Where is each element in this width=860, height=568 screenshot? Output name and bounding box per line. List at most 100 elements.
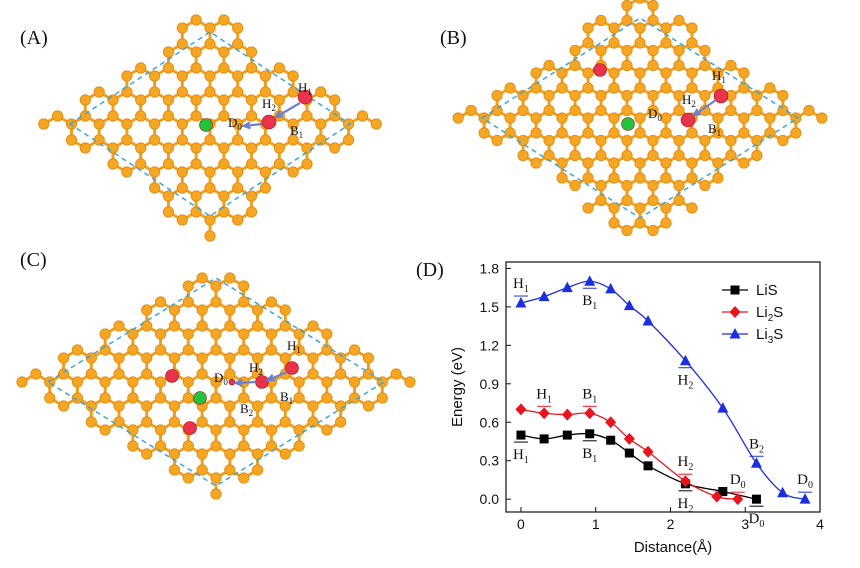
carbon-atom <box>634 0 646 4</box>
carbon-atom <box>182 376 194 388</box>
carbon-atom <box>93 86 105 98</box>
carbon-atom <box>287 134 299 146</box>
carbon-atom <box>127 328 139 340</box>
data-point <box>751 494 761 504</box>
li-atom <box>680 112 696 128</box>
carbon-atom <box>699 149 711 162</box>
carbon-atom <box>595 104 607 117</box>
legend-label: LiS <box>756 282 778 299</box>
carbon-atom <box>182 296 194 308</box>
carbon-atom <box>148 70 161 82</box>
carbon-atom <box>569 89 581 102</box>
carbon-atom <box>647 59 659 72</box>
site-label: B2 <box>240 401 253 418</box>
carbon-atom <box>660 37 672 49</box>
carbon-atom <box>491 104 503 117</box>
carbon-atom <box>259 166 272 178</box>
carbon-atom <box>190 46 202 58</box>
carbon-atom <box>176 182 188 194</box>
carbon-atom <box>647 149 659 162</box>
y-tick-label: 1.8 <box>480 260 500 276</box>
carbon-atom <box>176 118 188 130</box>
carbon-atom <box>245 110 258 122</box>
carbon-atom <box>141 416 153 428</box>
y-tick-label: 0.6 <box>480 414 500 430</box>
carbon-atom <box>301 142 313 154</box>
carbon-atom <box>71 344 84 356</box>
carbon-atom <box>210 440 222 452</box>
carbon-atom <box>725 59 737 72</box>
carbon-atom <box>107 142 119 154</box>
carbon-atom <box>196 320 208 332</box>
carbon-atom <box>608 112 620 124</box>
carbon-atom <box>135 158 147 170</box>
carbon-atom <box>647 44 659 57</box>
data-point <box>750 457 762 468</box>
carbon-atom <box>224 464 236 476</box>
carbon-atom <box>127 424 139 436</box>
carbon-atom <box>107 110 119 122</box>
carbon-atom <box>176 166 188 178</box>
carbon-atom <box>251 320 264 332</box>
carbon-atom <box>224 320 236 332</box>
site-label: B1 <box>280 389 293 406</box>
carbon-atom <box>556 112 568 124</box>
site-label: H1 <box>712 68 726 85</box>
carbon-atom <box>673 194 685 207</box>
carbon-atom <box>65 118 78 130</box>
carbon-atom <box>162 46 175 58</box>
point-annotation: H1 <box>513 276 529 295</box>
carbon-atom <box>204 22 216 34</box>
data-point <box>605 416 617 429</box>
carbon-atom <box>204 230 216 242</box>
carbon-atom <box>93 118 105 130</box>
carbon-atom <box>265 328 278 340</box>
carbon-atom <box>634 202 646 214</box>
carbon-atom <box>621 134 633 147</box>
carbon-atom <box>168 400 181 412</box>
carbon-atom <box>673 89 685 102</box>
carbon-atom <box>335 352 347 364</box>
point-annotation: H1 <box>536 386 552 405</box>
carbon-atom <box>273 142 285 154</box>
data-point <box>538 407 550 420</box>
carbon-atom <box>57 400 70 412</box>
carbon-atom <box>582 172 594 184</box>
carbon-atom <box>127 392 139 404</box>
carbon-atom <box>660 217 672 229</box>
carbon-atom <box>168 416 181 428</box>
carbon-atom <box>608 22 620 34</box>
data-point <box>717 402 729 413</box>
carbon-atom <box>699 59 711 72</box>
carbon-atom <box>329 110 341 122</box>
carbon-atom <box>452 112 464 124</box>
carbon-atom <box>293 424 305 436</box>
carbon-atom <box>556 82 568 94</box>
data-point <box>606 435 616 445</box>
carbon-atom <box>491 134 503 147</box>
carbon-atom <box>79 94 91 106</box>
carbon-atom <box>335 368 347 380</box>
point-annotation: B1 <box>582 293 597 312</box>
carbon-atom <box>135 94 147 106</box>
carbon-atom <box>376 392 388 404</box>
panel-b-structure: (B) H1 H2 D0 B1 <box>440 0 828 237</box>
carbon-atom <box>621 0 633 12</box>
unit-cell-outline <box>68 31 352 217</box>
carbon-atom <box>530 67 542 79</box>
carbon-atom <box>121 118 133 130</box>
panel-b-label: (B) <box>440 27 467 49</box>
carbon-atom <box>504 82 516 94</box>
carbon-atom <box>543 134 555 147</box>
carbon-atom <box>608 157 620 169</box>
carbon-atom <box>162 94 175 106</box>
carbon-atom <box>238 440 250 452</box>
carbon-atom <box>660 22 672 34</box>
carbon-atom <box>224 272 236 284</box>
carbon-atom <box>251 464 264 476</box>
carbon-atom <box>154 296 167 308</box>
panel-b-lattice <box>452 0 828 237</box>
site-label: D0 <box>648 106 662 123</box>
carbon-atom <box>362 368 375 380</box>
